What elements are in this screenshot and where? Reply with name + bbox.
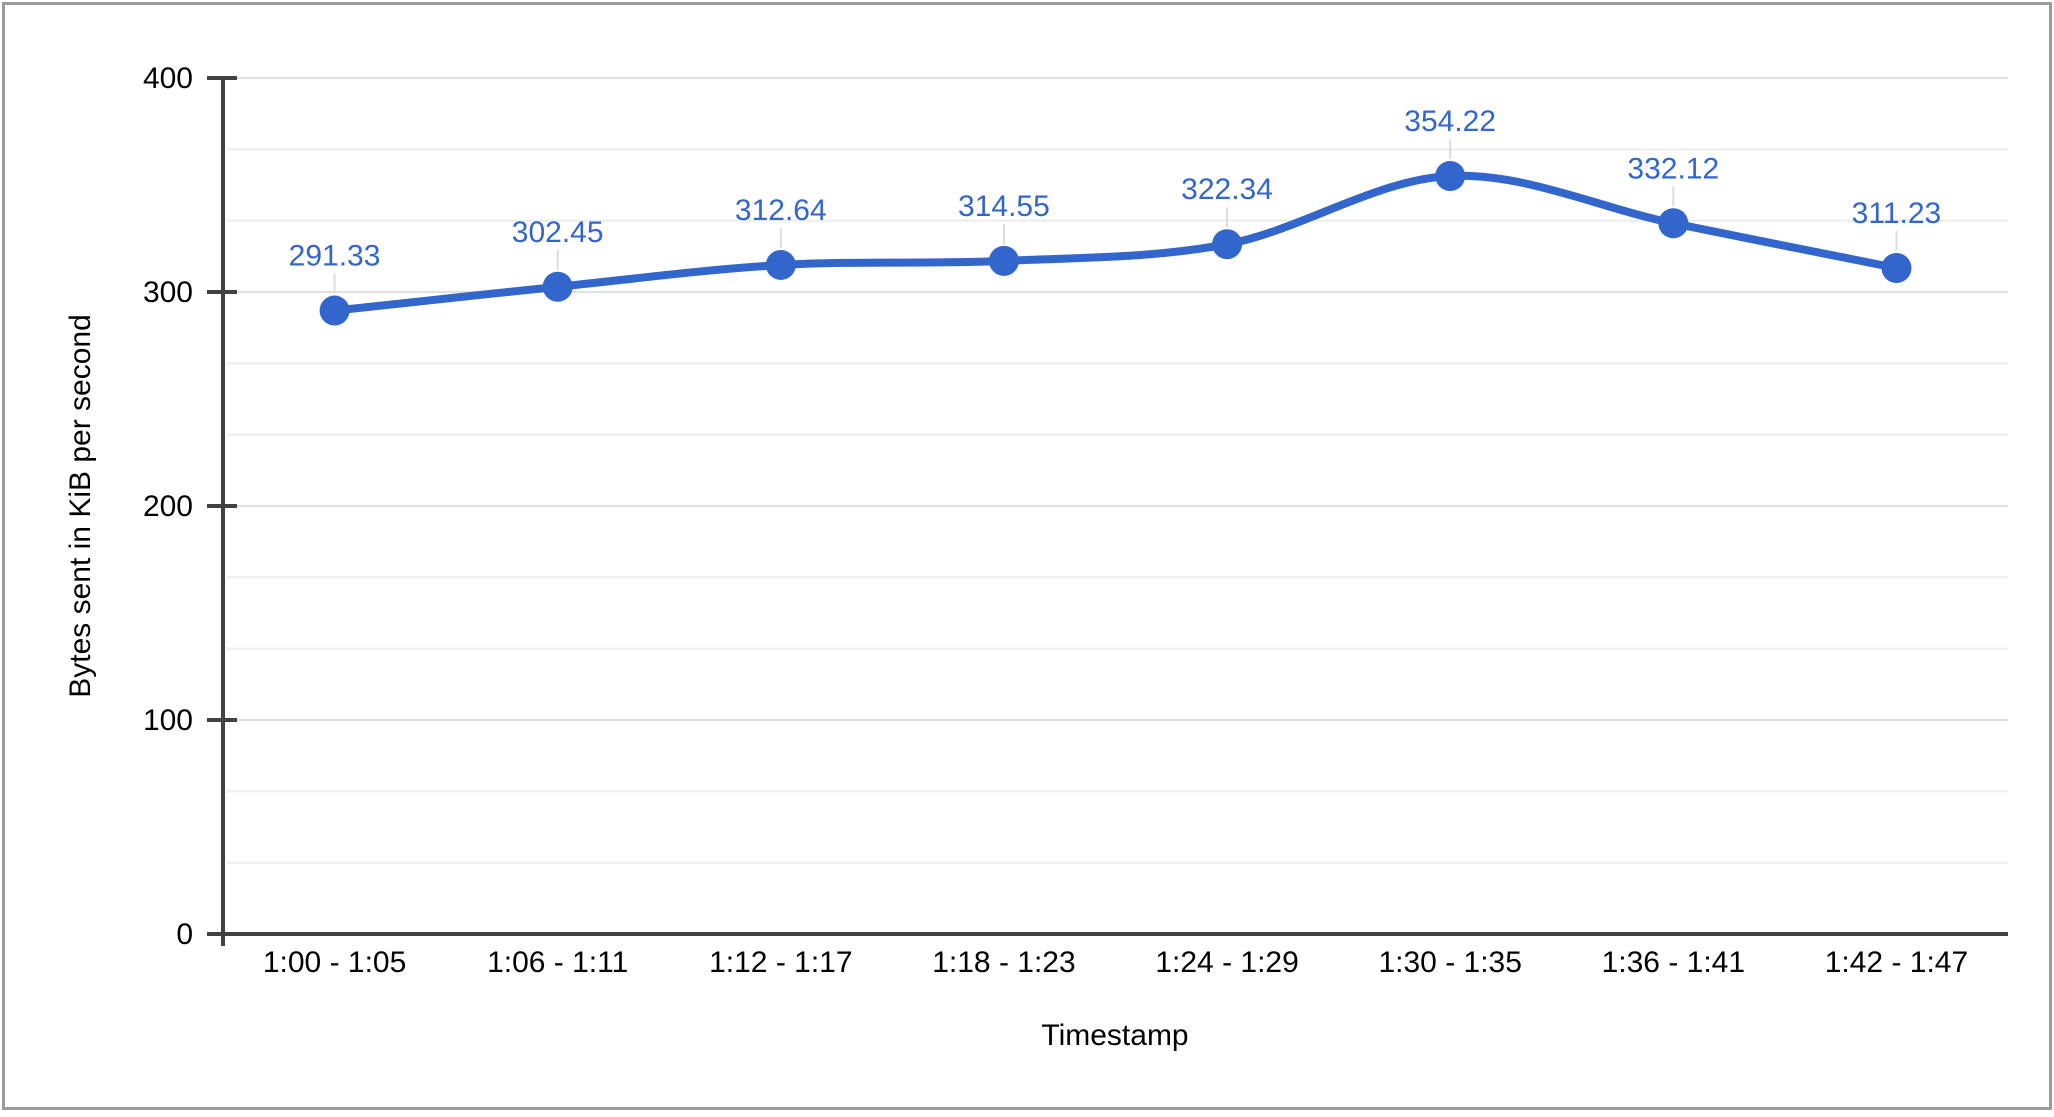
x-category-label: 1:36 - 1:41: [1602, 946, 1745, 979]
data-point-marker[interactable]: [988, 245, 1019, 276]
x-category-label: 1:00 - 1:05: [263, 946, 406, 979]
x-category-label: 1:30 - 1:35: [1378, 946, 1521, 979]
y-tick-label: 0: [176, 918, 193, 951]
x-category-label: 1:06 - 1:11: [487, 946, 628, 979]
data-point-label: 354.22: [1404, 105, 1496, 138]
y-tick-label: 200: [143, 490, 193, 523]
data-point-label: 311.23: [1852, 197, 1942, 230]
data-point-label: 332.12: [1627, 152, 1719, 185]
data-point-label: 302.45: [512, 216, 604, 249]
data-point-marker[interactable]: [1658, 208, 1689, 239]
data-point-marker[interactable]: [542, 271, 573, 302]
x-category-label: 1:12 - 1:17: [709, 946, 852, 979]
data-point-marker[interactable]: [319, 295, 350, 326]
y-tick-label: 400: [143, 62, 193, 95]
x-axis-title: Timestamp: [1041, 1019, 1188, 1052]
x-category-label: 1:24 - 1:29: [1155, 946, 1298, 979]
data-point-marker[interactable]: [1881, 252, 1912, 283]
data-point-label: 322.34: [1181, 173, 1273, 206]
y-tick-label: 300: [143, 276, 193, 309]
data-point-label: 312.64: [735, 194, 827, 227]
x-category-label: 1:18 - 1:23: [932, 946, 1075, 979]
data-point-marker[interactable]: [1435, 160, 1466, 191]
data-point-label: 314.55: [958, 190, 1050, 223]
data-point-marker[interactable]: [765, 249, 796, 280]
y-axis-title: Bytes sent in KiB per second: [64, 314, 97, 698]
data-point-label: 291.33: [289, 240, 381, 273]
y-tick-label: 100: [143, 704, 193, 737]
line-chart: 0 100 200 300 400 1:00 - 1:05 1:06 - 1:11 1:12 …: [64, 62, 2008, 1052]
data-point-marker[interactable]: [1212, 229, 1243, 260]
x-category-label: 1:42 - 1:47: [1825, 946, 1968, 979]
series-line: [330, 171, 1901, 315]
